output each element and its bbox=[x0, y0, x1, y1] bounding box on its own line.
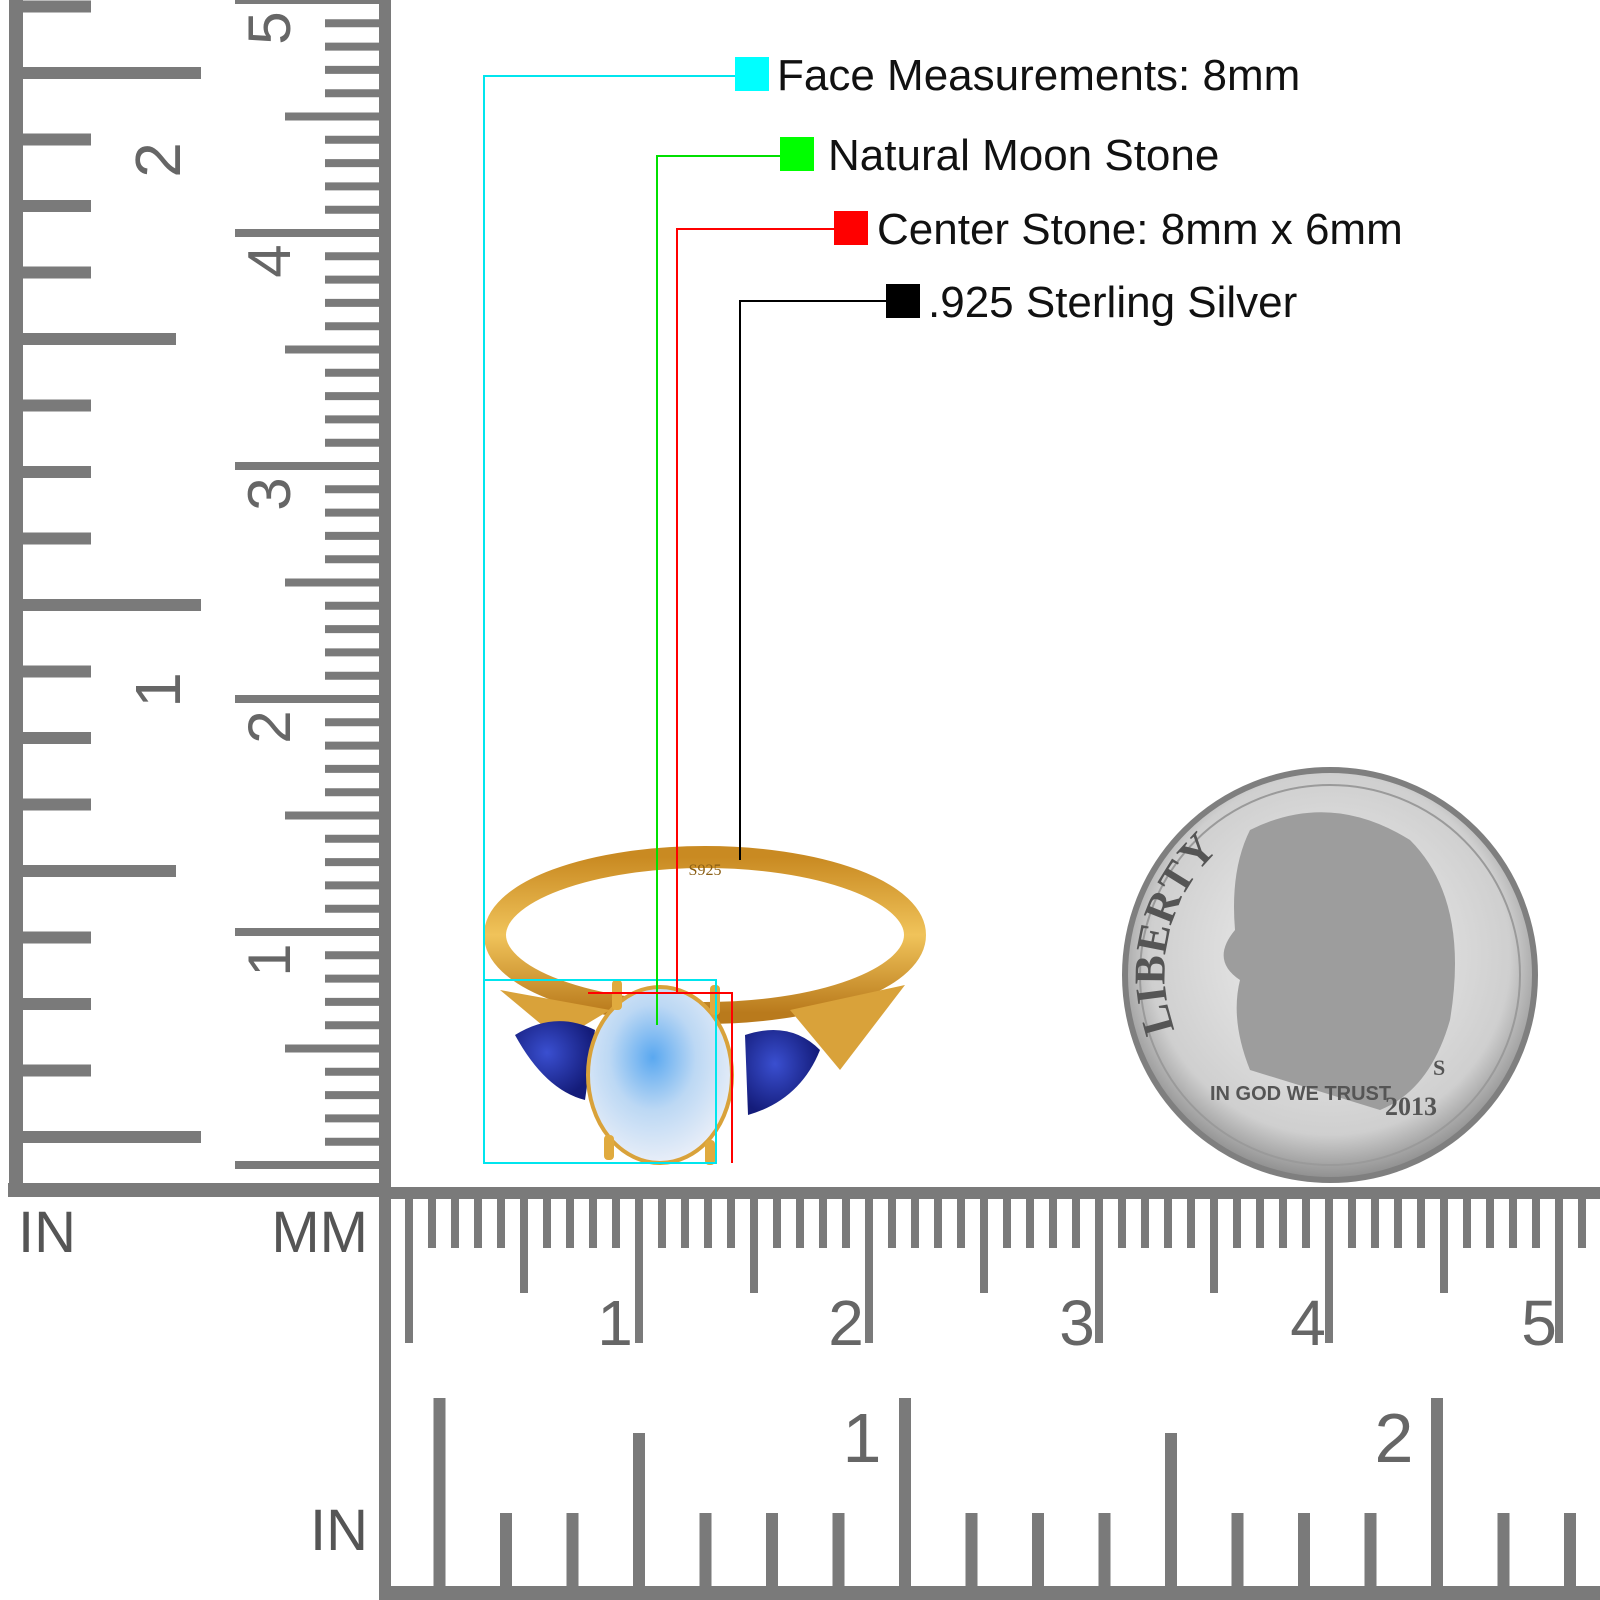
coin-portrait bbox=[1223, 812, 1455, 1110]
unit-label: IN bbox=[18, 1200, 76, 1265]
cm-label: 4 bbox=[1290, 1287, 1326, 1359]
vertical-ruler: 1 2 3 4 5 1 2 IN MM IN bbox=[8, 0, 391, 1563]
legend-swatch bbox=[834, 211, 868, 245]
coin-motto: IN GOD WE TRUST bbox=[1210, 1083, 1391, 1105]
inch-label: 1 bbox=[122, 672, 194, 708]
coin-year: 2013 bbox=[1385, 1092, 1437, 1121]
side-stone-right bbox=[745, 1030, 820, 1115]
side-stone-left bbox=[515, 1021, 595, 1100]
ring-band bbox=[484, 846, 926, 1024]
inch-label: 2 bbox=[1375, 1399, 1414, 1477]
cm-label: 2 bbox=[236, 710, 303, 743]
leader-center-stone bbox=[588, 228, 850, 1163]
inch-label: 2 bbox=[122, 142, 194, 178]
cm-label: 4 bbox=[236, 244, 303, 277]
leader-lines bbox=[483, 75, 902, 1164]
leader-moonstone bbox=[656, 155, 797, 1025]
legend-label: Natural Moon Stone bbox=[828, 131, 1220, 180]
cm-label: 1 bbox=[236, 943, 303, 976]
legend-label: .925 Sterling Silver bbox=[928, 278, 1298, 327]
legend-swatch bbox=[780, 137, 814, 171]
coin-mint-mark: S bbox=[1433, 1055, 1445, 1080]
cm-label: 5 bbox=[1521, 1287, 1557, 1359]
ring-shoulder-left bbox=[500, 990, 610, 1040]
unit-label: IN bbox=[310, 1498, 368, 1563]
legend-swatch bbox=[886, 284, 920, 318]
cm-label: 1 bbox=[597, 1287, 633, 1359]
dime-coin: LIBERTY IN GOD WE TRUST 2013 S bbox=[1122, 767, 1538, 1183]
legend-swatch bbox=[735, 57, 769, 91]
legend-label: Face Measurements: 8mm bbox=[777, 51, 1301, 100]
unit-label: MM bbox=[271, 1200, 368, 1265]
ring: S925 bbox=[484, 846, 926, 1165]
leader-silver bbox=[739, 300, 902, 860]
inch-label: 1 bbox=[843, 1399, 882, 1477]
legend-label: Center Stone: 8mm x 6mm bbox=[877, 205, 1403, 254]
ring-shoulder-right bbox=[790, 985, 905, 1070]
cm-label: 5 bbox=[236, 11, 303, 44]
cm-label: 3 bbox=[236, 477, 303, 510]
ring-engraving: S925 bbox=[689, 862, 722, 879]
horizontal-ruler: 1 2 3 4 5 1 2 bbox=[379, 1187, 1600, 1600]
cm-label: 2 bbox=[828, 1287, 864, 1359]
cm-label: 3 bbox=[1059, 1287, 1095, 1359]
